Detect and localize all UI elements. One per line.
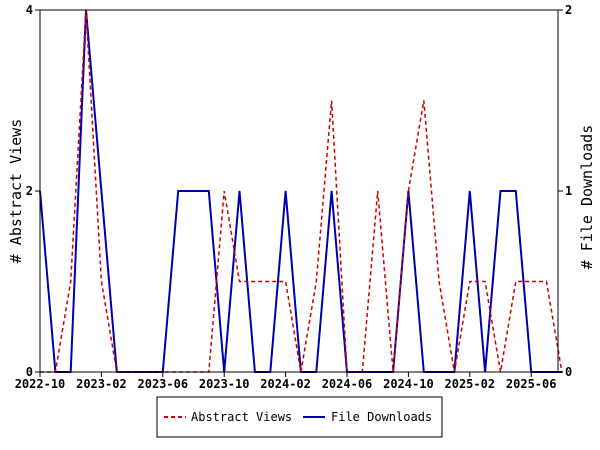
series-line-file-downloads bbox=[39, 9, 562, 373]
x-tick-label: 2024-10 bbox=[383, 377, 434, 391]
x-tick-label: 2022-10 bbox=[15, 377, 66, 391]
y-axis-title-right: # File Downloads bbox=[578, 125, 596, 270]
x-tick-label: 2024-02 bbox=[260, 377, 311, 391]
x-tick-label: 2025-02 bbox=[445, 377, 496, 391]
left-tick-label: 0 bbox=[26, 365, 33, 379]
right-tick-label: 1 bbox=[565, 184, 572, 198]
x-tick-label: 2023-06 bbox=[138, 377, 189, 391]
x-tick-label: 2024-06 bbox=[322, 377, 373, 391]
legend-label-file-downloads: File Downloads bbox=[331, 410, 432, 424]
legend-label-abstract-views: Abstract Views bbox=[191, 410, 292, 424]
x-tick-label: 2025-06 bbox=[506, 377, 557, 391]
right-tick-label: 0 bbox=[565, 365, 572, 379]
x-axis: 2022-10 2023-02 2023-06 2023-10 2024-02 2024-… bbox=[15, 372, 557, 391]
right-axis: 0 1 2 bbox=[558, 3, 572, 379]
y-axis-title-left: # Abstract Views bbox=[7, 119, 25, 264]
left-axis: 0 2 4 bbox=[26, 3, 40, 379]
left-tick-label: 2 bbox=[26, 184, 33, 198]
right-tick-label: 2 bbox=[565, 3, 572, 17]
legend-box bbox=[156, 396, 443, 438]
x-tick-label: 2023-02 bbox=[76, 377, 127, 391]
legend: Abstract Views File Downloads bbox=[156, 396, 443, 438]
x-tick-label: 2023-10 bbox=[199, 377, 250, 391]
plot-lines bbox=[39, 9, 563, 373]
series-line-abstract-views bbox=[40, 9, 563, 373]
left-tick-label: 4 bbox=[26, 3, 33, 17]
